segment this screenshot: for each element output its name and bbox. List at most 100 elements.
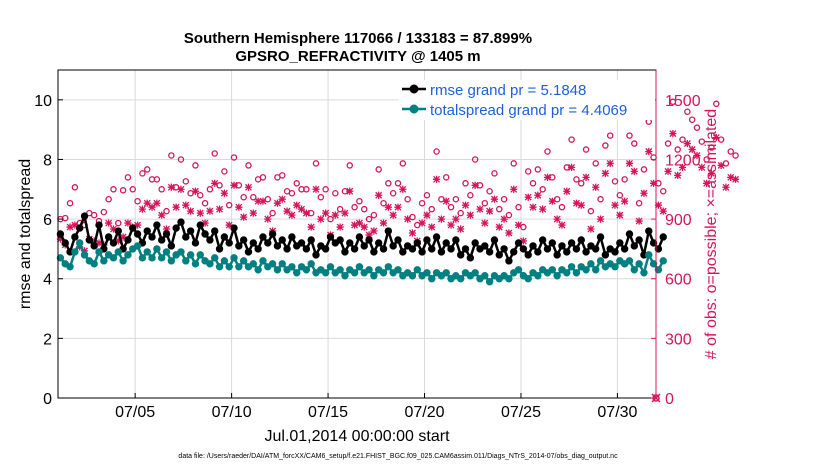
totalspread-point [587,260,595,268]
rmse-point [350,245,359,253]
totalspread-point [302,266,311,274]
totalspread-point [182,257,190,265]
rmse-point [283,245,291,253]
totalspread-point [505,275,513,283]
obs-possible-point [727,148,735,155]
obs-assimilated-point [519,237,527,245]
totalspread-point [249,260,258,268]
legend-box [399,80,655,120]
obs-possible-point [182,178,190,185]
legend-rmse-marker [409,84,419,94]
obs-assimilated-point [201,219,209,227]
obs-assimilated-point [206,207,214,215]
y-tick-label: 10 [34,93,52,110]
totalspread-point [268,260,277,268]
obs-possible-point [312,160,320,167]
rmse-point [447,245,455,253]
obs-assimilated-point [630,167,638,175]
obs-assimilated-point [471,181,479,189]
totalspread-point [239,257,248,265]
obs-assimilated-point [707,169,716,177]
obs-assimilated-point [505,229,513,237]
plot-series [56,98,740,403]
rmse-point [133,230,142,238]
x-tick-label: 07/25 [501,404,541,421]
totalspread-point [186,251,195,259]
totalspread-point [153,245,161,253]
rmse-point [500,245,508,253]
obs-possible-point [423,191,431,199]
obs-assimilated-point [563,187,571,195]
totalspread-point [350,269,359,277]
obs-assimilated-point [158,211,166,219]
totalspread-point [254,266,262,274]
obs-possible-point [153,176,161,183]
totalspread-point [206,260,214,268]
obs-possible-point [375,166,382,173]
totalspread-point [273,266,282,274]
totalspread-point [611,263,619,271]
totalspread-point [572,269,581,277]
y-tick-label: 8 [43,152,52,169]
y2-tick-label: 300 [665,331,692,348]
obs-possible-point [336,205,344,213]
rmse-point [379,245,388,253]
totalspread-point [66,263,74,271]
obs-assimilated-point [273,199,282,207]
obs-assimilated-point [432,175,441,183]
rmse-point [553,251,561,259]
obs-assimilated-point [153,199,161,207]
y2-tick-label: 600 [665,272,692,289]
totalspread-point [649,260,658,268]
obs-possible-point [351,203,358,211]
obs-possible-point [370,211,378,219]
totalspread-point [654,266,663,274]
obs-assimilated-point [490,195,499,203]
totalspread-point [423,269,431,277]
obs-possible-point [674,146,681,153]
obs-assimilated-point [215,205,224,213]
obs-assimilated-point [678,163,687,172]
rmse-point [114,227,122,235]
obs-assimilated-point [336,223,344,231]
totalspread-point [442,269,450,277]
totalspread-point [635,260,643,268]
obs-assimilated-point [514,221,523,229]
rmse-point [56,230,65,238]
obs-possible-point [688,116,696,123]
obs-assimilated-point [355,219,364,227]
obs-assimilated-point [587,225,595,233]
chart-title-line2: GPSRO_REFRACTIVITY @ 1405 m [235,48,480,65]
obs-assimilated-point [548,197,556,205]
totalspread-point [114,248,122,256]
totalspread-point [582,266,590,274]
obs-assimilated-point [423,211,431,219]
obs-possible-point [558,203,566,211]
totalspread-point [90,260,98,268]
legend-totalspread-label: totalspread grand pr = 4.4069 [430,102,627,119]
obs-possible-point [168,152,175,159]
rmse-point [206,236,214,244]
x-tick-label: 07/10 [212,404,252,421]
obs-possible-point [626,132,633,139]
obs-assimilated-point [577,201,585,209]
rmse-point [558,242,566,250]
obs-possible-point [356,197,363,205]
totalspread-point [321,269,330,277]
obs-possible-point [327,215,334,223]
rmse-point [143,227,151,235]
totalspread-point [481,272,489,280]
rmse-point [273,242,282,250]
obs-assimilated-point [124,219,132,227]
y-tick-label: 0 [43,391,52,408]
rmse-point [534,248,542,256]
rmse-point [495,251,503,259]
obs-assimilated-point [249,209,257,217]
obs-possible-point [394,180,402,187]
obs-possible-point [640,166,648,173]
rmse-point [201,230,209,238]
obs-assimilated-point [688,145,696,154]
obs-assimilated-point [187,207,195,215]
obs-possible-point [365,215,373,223]
totalspread-point [640,269,648,277]
